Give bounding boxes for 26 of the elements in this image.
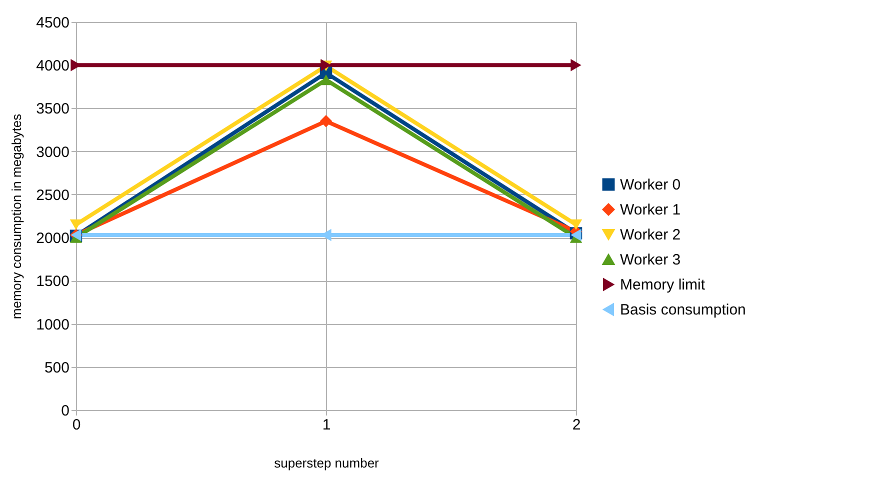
- legend-label: Memory limit: [620, 276, 706, 294]
- y-tick-label: 2000: [36, 230, 70, 248]
- point: [570, 58, 582, 72]
- point: [570, 219, 582, 230]
- y-tick-label: 1000: [36, 316, 70, 334]
- y-tick-label: 4500: [36, 14, 70, 32]
- x-tick-label: 0: [72, 416, 81, 434]
- y-tick-label: 500: [44, 359, 70, 376]
- x-tick-label: 1: [322, 416, 331, 434]
- x-tick-label: 2: [572, 416, 581, 434]
- y-tick-label: 4000: [36, 58, 70, 75]
- legend-label: Worker 0: [620, 176, 681, 194]
- legend-label: Worker 2: [620, 226, 681, 244]
- y-tick-label: 3500: [36, 100, 70, 118]
- point: [70, 219, 82, 230]
- x-axis-title: superstep number: [274, 456, 380, 470]
- y-axis-title: memory consumption in megabytes: [9, 113, 24, 320]
- y-tick-label: 2500: [36, 186, 70, 204]
- legend-label: Worker 3: [620, 252, 681, 268]
- y-tick-label: 1500: [36, 273, 70, 290]
- y-tick-label: 3000: [36, 144, 70, 161]
- point: [320, 74, 332, 86]
- legend-label: Worker 1: [620, 202, 681, 218]
- y-tick-label: 0: [61, 402, 70, 420]
- point: [320, 115, 332, 128]
- legend-label: Basis consumption: [620, 302, 746, 318]
